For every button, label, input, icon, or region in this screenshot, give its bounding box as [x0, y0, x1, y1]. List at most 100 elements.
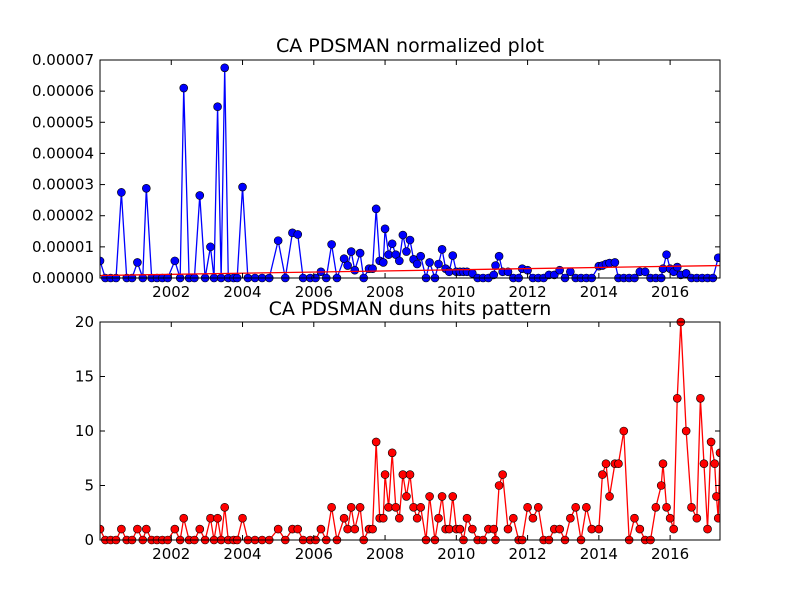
- chart2-series-0-point-119: [662, 502, 671, 512]
- chart2-series-0-point-62: [402, 492, 411, 501]
- chart2-series-0-point-124: [681, 426, 691, 436]
- chart2-series-0-point-19: [195, 524, 205, 534]
- chart2-series-0-point-48: [350, 524, 360, 534]
- chart1-ytick-label-1: 0.00001: [32, 238, 94, 256]
- chart2-xtick-label-2: 2006: [295, 545, 333, 563]
- chart1-series-0-point-71: [437, 245, 447, 254]
- chart1-series-0-point-70: [434, 259, 443, 269]
- chart1-axes-frame: [99, 59, 721, 279]
- chart2-xtick-label-5: 2012: [508, 545, 546, 563]
- chart2-series-0-point-4: [117, 524, 126, 534]
- chart1-xtick-label-7: 2016: [651, 283, 689, 301]
- chart1-series-0-point-63: [405, 235, 415, 245]
- chart2-series-0-point-25: [220, 502, 230, 512]
- chart2-series-0-point-105: [598, 470, 607, 479]
- chart2-xtick-label-0: 2002: [152, 545, 190, 563]
- chart1-series-0-point-57: [384, 250, 393, 259]
- chart2-series-0-point-113: [635, 524, 645, 534]
- chart2-series-0-point-52: [368, 524, 377, 534]
- chart2-series-0-point-14: [170, 524, 180, 534]
- chart1-xtick-label-0: 2002: [152, 283, 190, 301]
- chart2-series-0-point-57: [384, 502, 393, 512]
- chart1-series-0-point-14: [170, 256, 180, 266]
- chart1-xtick-label-6: 2014: [580, 283, 618, 301]
- chart2-series-0-point-7: [133, 524, 142, 534]
- chart2-xtick-label-1: 2004: [223, 545, 261, 563]
- chart1-series-0-point-119: [662, 250, 671, 259]
- chart1-series-0-point-7: [133, 258, 142, 267]
- chart2-series-0-point-21: [206, 513, 215, 523]
- chart2-series-0-point-126: [692, 513, 702, 523]
- chart2-ytick-label-2: 10: [75, 422, 94, 440]
- chart2-series-0-point-91: [523, 502, 532, 512]
- chart1-series-0-point-49: [355, 248, 365, 258]
- chart2-series-0-point-16: [179, 513, 189, 523]
- chart2-series-0-point-121: [669, 524, 678, 534]
- chart1-series-0-point-47: [346, 247, 356, 256]
- chart2-ytick-label-1: 5: [84, 477, 94, 495]
- chart1-plot-area: 2002 2004 2006 2008 2010 2012 2014 2016 0.00000 0…: [32, 51, 721, 301]
- chart1-ytick-label-3: 0.00003: [32, 176, 94, 194]
- chart1-ytick-label-4: 0.00004: [32, 144, 94, 162]
- chart2-series-0-point-116: [651, 502, 661, 512]
- chart2-xtick-label-6: 2014: [580, 545, 618, 563]
- chart1-series-0-point-56: [380, 224, 390, 234]
- chart2-series-0-point-117: [656, 481, 666, 490]
- chart1-xtick-label-1: 2004: [223, 283, 261, 301]
- chart1-series-0-point-23: [213, 102, 222, 112]
- chart2-ytick-label-3: 15: [75, 368, 94, 386]
- chart1-series-0-point-114: [640, 267, 650, 277]
- chart2-series-0-point-103: [587, 524, 597, 534]
- chart2-series-0-point-47: [346, 502, 356, 512]
- chart2-series-0-point-49: [355, 502, 365, 512]
- chart2-series-0-point-37: [293, 524, 303, 534]
- chart2-series-0-point-100: [571, 502, 580, 512]
- chart1-series-0-point-61: [398, 230, 408, 240]
- chart2-series-0-point-65: [412, 513, 422, 523]
- chart2-series-0-point-59: [391, 502, 401, 512]
- chart2-series-0-point-34: [273, 524, 283, 534]
- chart2-series-0-point-0: [100, 524, 105, 534]
- chart2-series-0-point-99: [566, 513, 575, 523]
- chart1-series-0-point-29: [238, 182, 247, 192]
- chart2-series-0-point-97: [555, 524, 564, 534]
- chart1-series-0-point-9: [142, 184, 151, 193]
- chart2-series-0-point-87: [503, 524, 513, 534]
- chart2-series-0-point-112: [630, 513, 639, 523]
- chart2-series-0-point-78: [462, 513, 472, 523]
- chart2-series-0-point-76: [455, 524, 465, 534]
- chart1-series-0-point-4: [117, 188, 126, 197]
- chart1-title: CA PDSMAN normalized plot: [276, 35, 544, 57]
- chart2-series-0-point-9: [142, 524, 151, 534]
- chart2-ytick-label-4: 20: [75, 313, 94, 331]
- chart1-xtick-label-3: 2008: [366, 283, 404, 301]
- chart1-ytick-label-2: 0.00002: [32, 207, 94, 225]
- chart1-series-0-point-73: [444, 267, 454, 277]
- chart1-ytick-label-7: 0.00007: [32, 51, 94, 69]
- chart2-series-0-point-74: [448, 492, 458, 501]
- chart2-series-0-point-127: [696, 393, 705, 403]
- chart2-xtick-label-4: 2010: [437, 545, 475, 563]
- chart2-series-0-point-79: [468, 524, 477, 534]
- chart2-series-0-point-58: [387, 448, 397, 458]
- chart2-series-0-point-46: [343, 524, 352, 534]
- chart2-series-0-point-109: [614, 459, 623, 469]
- chart2-series-0-point-63: [405, 470, 415, 479]
- chart1-series-0-point-48: [350, 265, 360, 275]
- chart2-series-0-point-64: [409, 502, 418, 512]
- chart2-series-0-point-56: [380, 470, 390, 479]
- chart2-series-0-point-130: [706, 437, 716, 447]
- chart2-series-0-point-68: [425, 492, 434, 501]
- chart2-series-0-point-43: [327, 502, 336, 512]
- chart2-series-0-point-125: [687, 502, 696, 512]
- chart2-series-0-point-131: [710, 459, 719, 469]
- chart2-series-0-point-53: [371, 437, 381, 447]
- chart2-series-0-point-55: [378, 513, 388, 523]
- chart1-series-0-point-46: [343, 261, 352, 270]
- chart1-series-0-point-34: [273, 236, 283, 245]
- chart2-series-0-point-60: [395, 513, 404, 523]
- chart1-series-0-point-16: [179, 83, 189, 93]
- chart1-series-0-point-97: [555, 265, 564, 275]
- chart2-series-0-point-29: [238, 513, 247, 523]
